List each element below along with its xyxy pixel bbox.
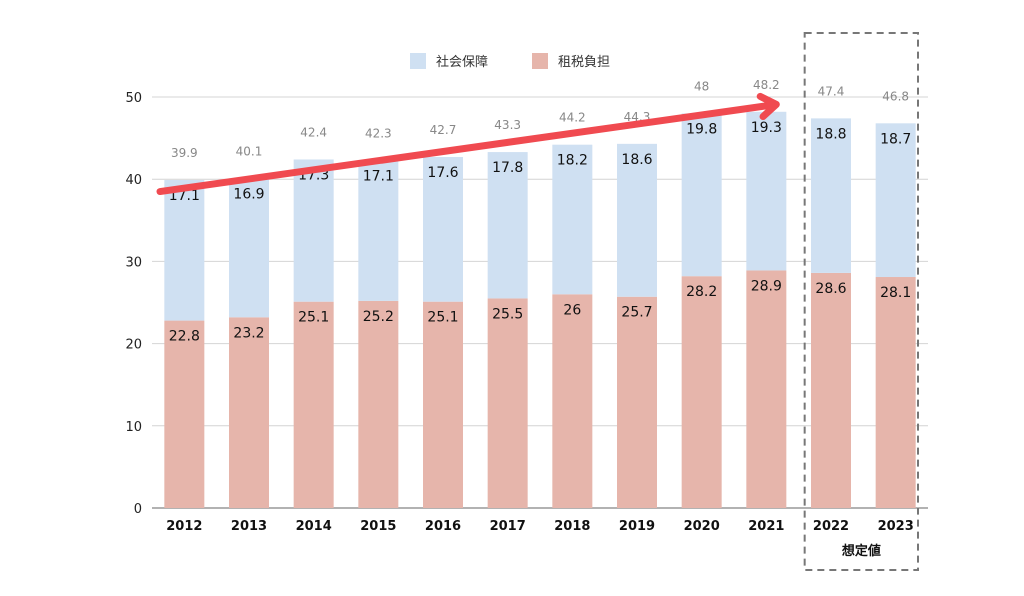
total-label: 42.7 (430, 123, 457, 137)
bar-segment-tax (358, 300, 399, 508)
data-label-social: 17.6 (427, 165, 458, 181)
bar-segment-tax (487, 298, 528, 508)
legend-label: 租税負担 (558, 55, 610, 70)
total-label: 42.3 (365, 126, 392, 140)
x-tick-label: 2014 (296, 519, 332, 534)
x-tick-label: 2020 (684, 519, 720, 534)
bar-segment-social (358, 160, 399, 301)
x-tick-label: 2018 (554, 519, 590, 534)
total-label: 48 (694, 79, 709, 93)
data-label-social: 18.2 (557, 153, 588, 169)
bar-segment-tax (875, 277, 916, 508)
x-tick-label: 2021 (748, 519, 784, 534)
bar-segment-tax (229, 317, 269, 508)
x-tick-label: 2016 (425, 519, 461, 534)
legend-swatch (532, 53, 548, 69)
projection-box: 想定値 (803, 32, 920, 571)
x-tick-label: 2022 (813, 519, 849, 534)
bar-segment-tax (681, 276, 722, 508)
data-label-social: 19.8 (686, 121, 717, 137)
bar-segment-social (293, 159, 334, 302)
total-label: 40.1 (236, 144, 263, 158)
bars: 22.817.139.923.216.940.125.117.342.425.2… (164, 78, 916, 508)
legend-label: 社会保障 (436, 54, 488, 70)
legend: 社会保障 租税負担 (410, 53, 610, 70)
data-label-tax: 28.9 (751, 278, 782, 294)
y-tick-label: 10 (125, 420, 142, 435)
total-label: 44.2 (559, 111, 586, 125)
projection-note: 想定値 (842, 543, 881, 559)
bar-segment-social (164, 180, 205, 321)
bar-segment-social (552, 144, 593, 295)
bar-segment-tax (293, 301, 334, 508)
x-tick-label: 2015 (360, 519, 396, 534)
y-tick-label: 0 (134, 502, 142, 517)
x-tick-label: 2023 (878, 519, 914, 534)
legend-swatch (410, 53, 426, 69)
trend-arrow-shaft (156, 101, 776, 196)
total-label: 43.3 (494, 118, 521, 132)
total-label: 46.8 (882, 89, 909, 103)
bar-segment-tax (423, 301, 463, 508)
bar-segment-social (811, 118, 851, 273)
bar-segment-tax (164, 320, 205, 508)
data-label-tax: 28.6 (815, 281, 846, 297)
bar-segment-social (423, 157, 463, 302)
bar-segment-social (746, 111, 787, 271)
data-label-social: 16.9 (233, 186, 264, 202)
bar-segment-tax (552, 294, 593, 508)
x-axis: 2012 2013 2014 2015 2016 2017 2018 2019 2020 2021… (166, 519, 914, 534)
trend-arrow-head (756, 92, 780, 121)
bar-segment-social (487, 152, 528, 299)
y-tick-label: 40 (125, 173, 142, 188)
total-label: 39.9 (171, 146, 198, 160)
y-tick-label: 20 (125, 338, 142, 353)
total-label: 47.4 (818, 84, 845, 98)
total-label: 42.4 (300, 125, 327, 139)
data-label-tax: 28.2 (686, 284, 717, 300)
y-tick-label: 50 (125, 91, 142, 106)
projection-box-border (803, 32, 920, 571)
data-label-tax: 28.1 (880, 285, 911, 301)
data-label-social: 18.8 (815, 126, 846, 142)
data-label-tax: 25.7 (621, 305, 652, 321)
data-label-tax: 25.1 (427, 310, 458, 326)
data-label-tax: 26 (563, 302, 581, 318)
grid (152, 96, 928, 509)
x-tick-label: 2012 (166, 519, 202, 534)
bar-segment-tax (617, 296, 657, 508)
x-tick-label: 2019 (619, 519, 655, 534)
bar-segment-social (229, 178, 269, 318)
total-label: 48.2 (753, 78, 780, 92)
bar-segment-tax (746, 270, 787, 508)
data-label-social: 19.3 (751, 120, 782, 136)
data-label-social: 17.1 (363, 168, 394, 184)
data-label-social: 18.6 (621, 152, 652, 168)
bar-segment-social (617, 143, 657, 297)
data-label-tax: 25.1 (298, 310, 329, 326)
x-tick-label: 2013 (231, 519, 267, 534)
bar-segment-social (875, 123, 916, 278)
data-label-social: 18.7 (880, 131, 911, 147)
y-tick-label: 30 (125, 255, 142, 270)
y-axis: 0 10 20 30 40 50 (125, 91, 142, 517)
data-label-social: 17.8 (492, 160, 523, 176)
trend-arrow (156, 92, 780, 196)
bar-segment-social (681, 113, 722, 277)
data-label-tax: 22.8 (169, 329, 200, 345)
data-label-tax: 25.2 (363, 309, 394, 325)
bar-segment-tax (811, 272, 851, 508)
data-label-tax: 25.5 (492, 306, 523, 322)
x-tick-label: 2017 (490, 519, 526, 534)
data-label-tax: 23.2 (233, 325, 264, 341)
